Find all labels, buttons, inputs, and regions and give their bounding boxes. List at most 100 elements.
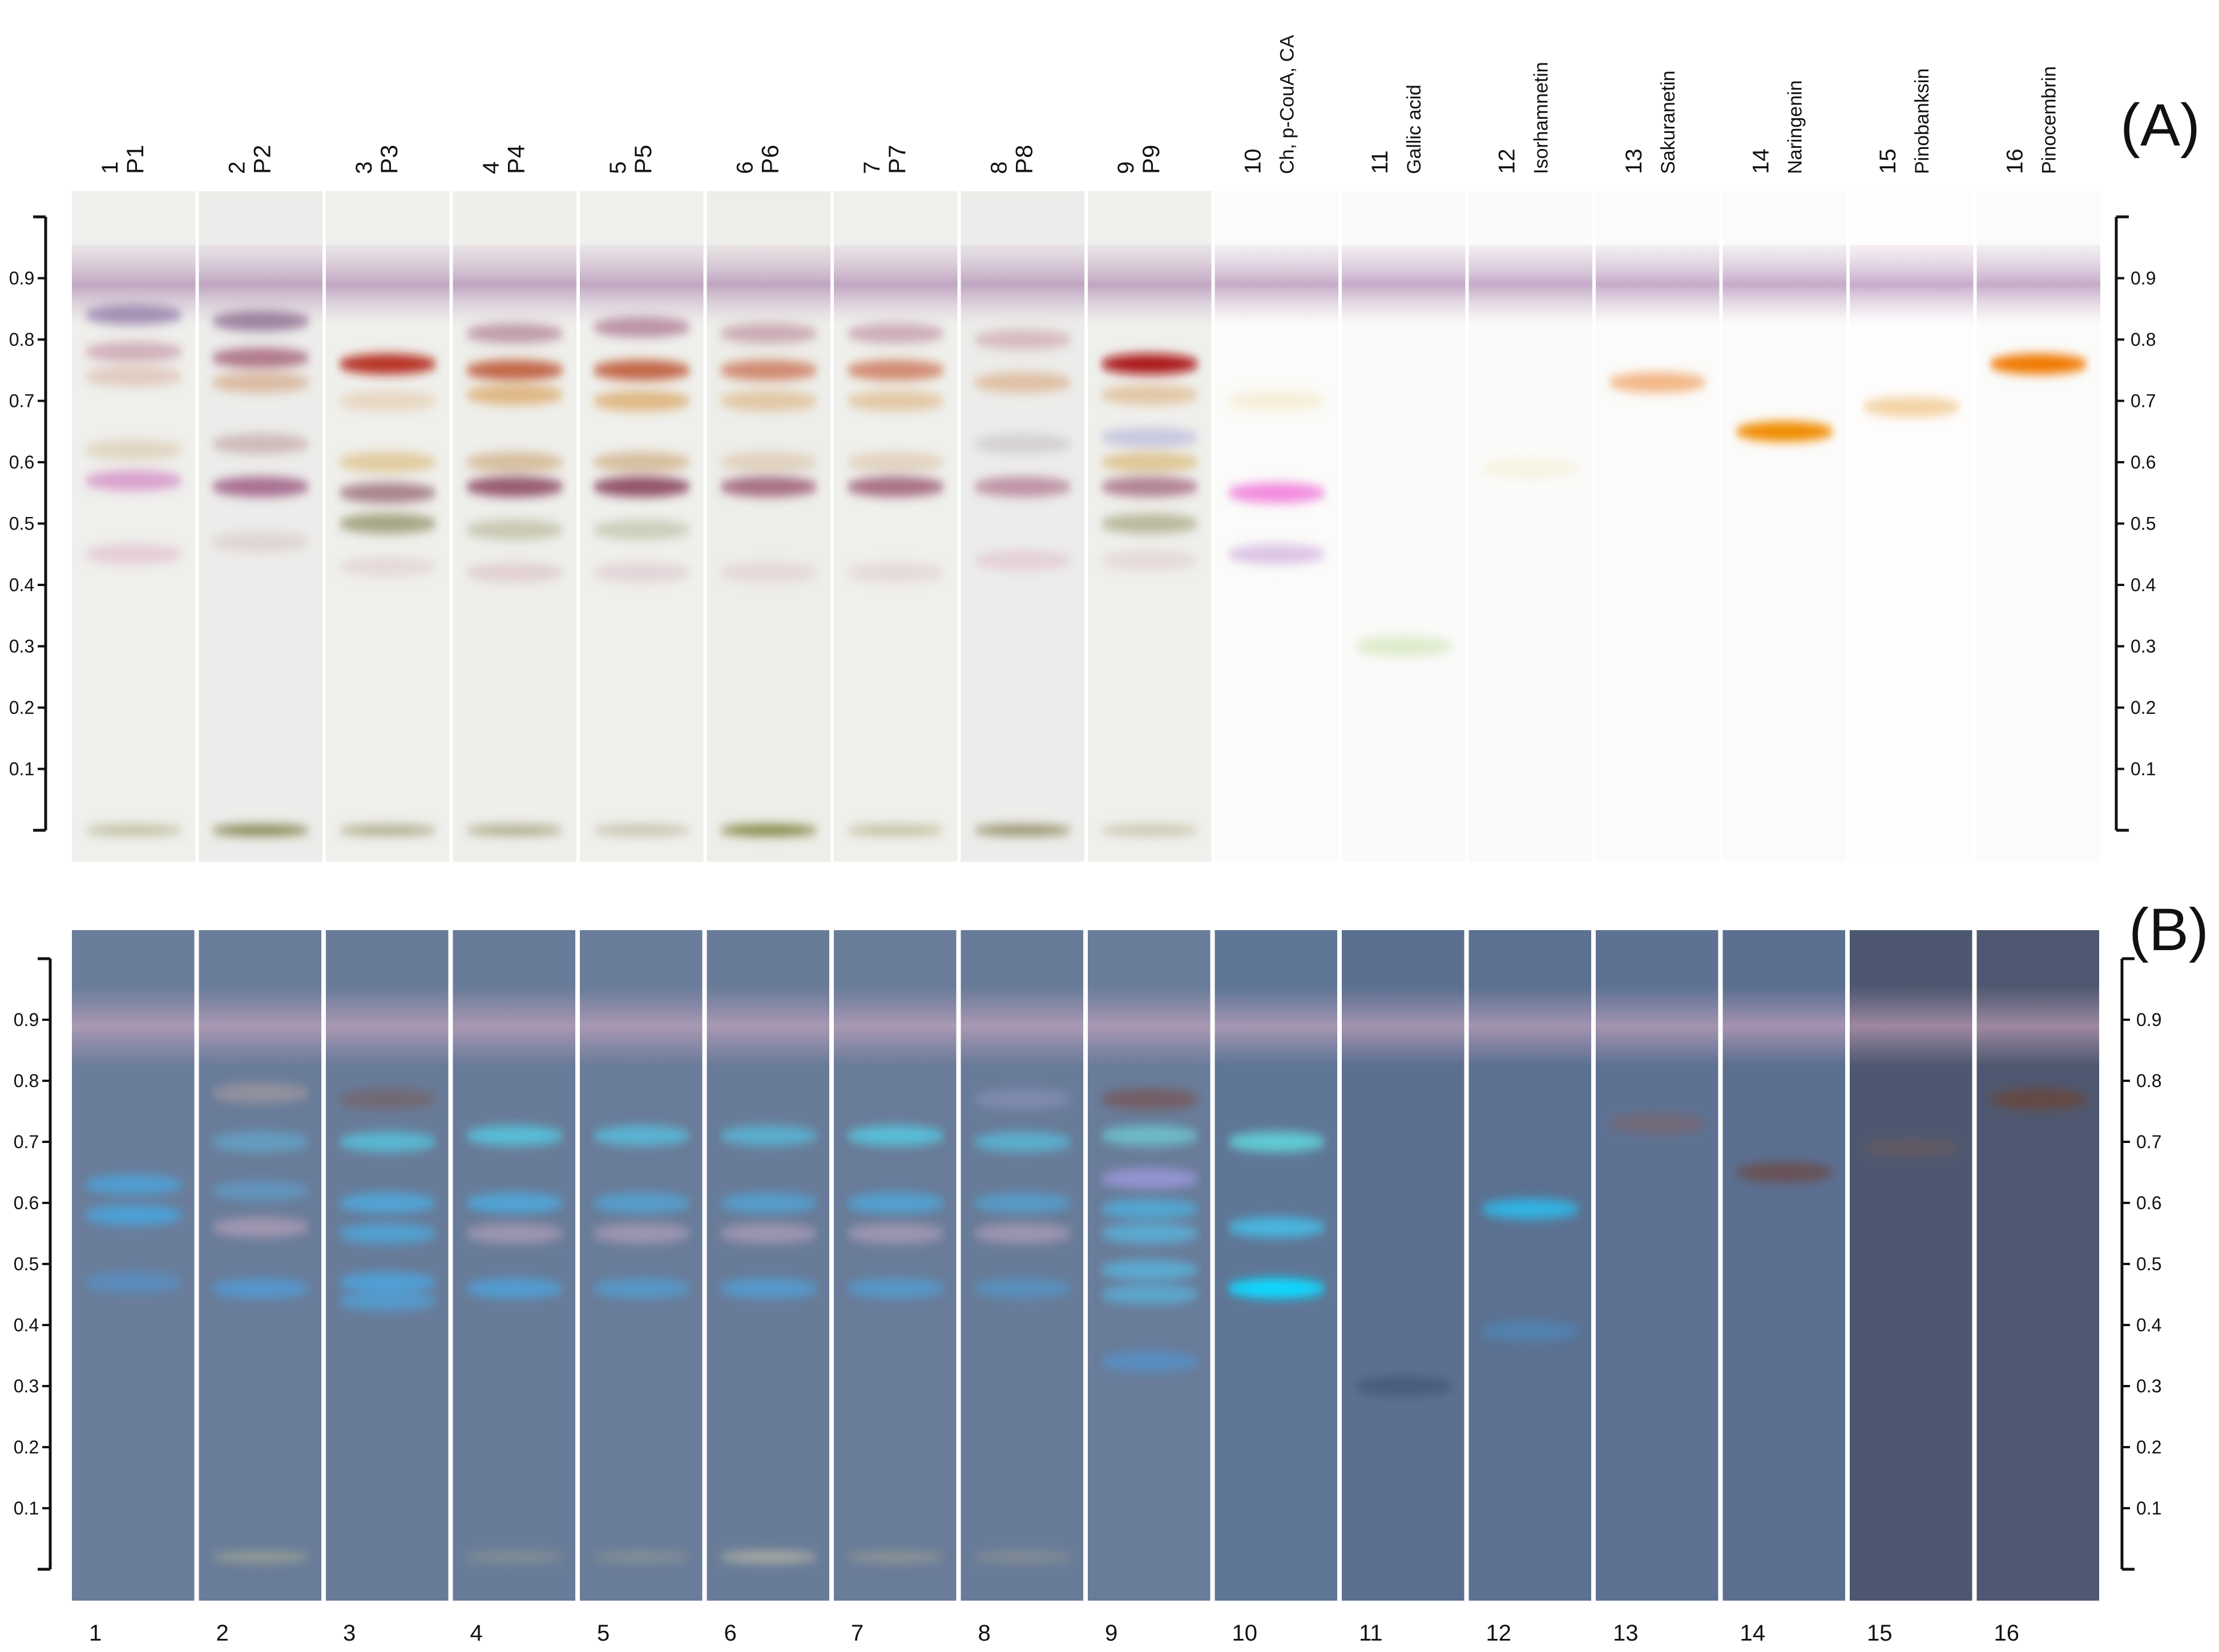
band-rf-0_34	[1100, 1351, 1199, 1372]
band-rf-0_71	[1100, 1125, 1199, 1146]
band-rf-0_56	[465, 476, 564, 497]
band-rf-0_42	[465, 562, 564, 583]
axis-tick-label: 0.1	[2131, 759, 2156, 779]
band-rf-0_02	[592, 1551, 691, 1563]
band-rf-0_56	[1100, 476, 1199, 497]
axis-tick-label: 0.1	[14, 1498, 39, 1518]
track-sample-label: P6	[757, 145, 784, 174]
solvent-front	[580, 245, 704, 325]
band-rf-0_45	[1100, 1284, 1199, 1305]
track-sample-label: P3	[376, 145, 402, 174]
solvent-front	[199, 986, 321, 1067]
axis-tick-label: 0.1	[9, 759, 34, 779]
band-rf-0_73	[973, 372, 1072, 393]
band-rf-0_42	[719, 562, 818, 583]
band-rf-0_6	[973, 1193, 1072, 1213]
track-number-bottom: 9	[1105, 1621, 1117, 1646]
axis-tick-label: 0.3	[2131, 636, 2156, 657]
axis-tick-label: 0.4	[2136, 1315, 2161, 1335]
track-number-bottom: 2	[216, 1621, 229, 1646]
lane-b-6	[707, 930, 829, 1601]
axis-tick-label: 0.2	[2136, 1437, 2161, 1457]
band-rf-0_65	[1735, 1162, 1834, 1183]
band-rf-0_5	[338, 513, 437, 534]
solvent-front	[580, 986, 703, 1067]
band-rf-0_71	[465, 1125, 564, 1146]
lane-a-10	[1215, 191, 1338, 862]
track-sample-label: P2	[249, 145, 276, 174]
solvent-front	[1342, 245, 1466, 325]
band-rf-0_75	[846, 360, 945, 381]
lane-a-2	[199, 191, 322, 862]
band-rf-0_71	[465, 384, 564, 405]
track-header-10: 10 Ch, p-CouA, CA	[1241, 35, 1298, 174]
track-number: 8	[987, 161, 1012, 174]
track-number: 11	[1367, 150, 1393, 174]
axis-tick-label: 0.8	[2131, 329, 2156, 350]
band-rf-0_55	[592, 1223, 691, 1244]
axis-tick-label: 0.9	[2131, 268, 2156, 289]
lane-a-12	[1468, 191, 1592, 862]
band-rf-0_49	[465, 519, 564, 540]
lane-b-8	[961, 930, 1083, 1601]
track-header-1: 1P1	[98, 145, 148, 174]
band-rf-0_44	[338, 1290, 437, 1311]
band-rf-0_55	[338, 482, 437, 503]
axis-tick-label: 0.8	[9, 329, 34, 350]
solvent-front	[1850, 245, 1974, 325]
band-rf-0_75	[465, 360, 564, 381]
solvent-front	[1850, 986, 1972, 1067]
track-number: 3	[352, 161, 377, 174]
band-rf-0_7	[211, 1132, 310, 1152]
axis-tick-label: 0.2	[14, 1437, 39, 1457]
band-rf-0_65	[1735, 421, 1834, 442]
track-header-7: 7P7	[860, 145, 910, 174]
band-rf-0_47	[338, 1272, 437, 1293]
track-header-6: 6P6	[733, 145, 784, 174]
band-rf-0_82	[592, 317, 691, 338]
axis-tick-label: 0.4	[14, 1315, 39, 1335]
band-rf-0_56	[719, 476, 818, 497]
track-number-bottom: 3	[343, 1621, 356, 1646]
lane-b-4	[453, 930, 575, 1601]
track-header-9: 9P9	[1113, 145, 1164, 174]
band-rf-0_43	[338, 556, 437, 577]
axis-tick-label: 0.9	[14, 1009, 39, 1030]
band-rf-0_6	[719, 1193, 818, 1213]
track-number-bottom: 4	[470, 1621, 483, 1646]
band-rf-0_46	[465, 1278, 564, 1299]
axis-tick-label: 0.6	[2136, 1193, 2161, 1213]
band-rf-0_42	[592, 562, 691, 583]
lane-b-1	[72, 930, 195, 1601]
band-rf-0_55	[973, 1223, 1072, 1244]
band-rf-0	[719, 825, 818, 836]
band-rf-0	[592, 825, 691, 836]
band-rf-0_46	[211, 1278, 310, 1299]
solvent-front	[961, 986, 1083, 1067]
track-sample-label: Pinocembrin	[2039, 66, 2060, 174]
lane-b-14	[1722, 930, 1845, 1601]
band-rf-0_77	[1100, 1089, 1199, 1110]
band-rf-0_56	[592, 476, 691, 497]
band-rf-0_71	[719, 1125, 818, 1146]
band-rf-0_55	[719, 1223, 818, 1244]
band-rf-0_55	[1100, 1223, 1199, 1244]
lane-a-13	[1596, 191, 1720, 862]
axis-tick-label: 0.6	[14, 1193, 39, 1213]
solvent-front	[1722, 245, 1846, 325]
band-rf-0_75	[592, 360, 691, 381]
axis-tick-label: 0.5	[14, 1254, 39, 1274]
track-number-bottom: 11	[1359, 1621, 1383, 1646]
axis-tick-label: 0.5	[2136, 1254, 2161, 1274]
band-rf-0_81	[465, 323, 564, 344]
track-number: 7	[860, 161, 885, 174]
band-rf-0_56	[211, 1217, 310, 1238]
solvent-front	[326, 245, 450, 325]
band-rf-0_75	[719, 360, 818, 381]
track-number-bottom: 1	[89, 1621, 102, 1646]
solvent-front	[1722, 986, 1845, 1067]
track-number: 9	[1113, 161, 1139, 174]
lane-a-8	[961, 191, 1084, 862]
band-rf-0_6	[592, 1193, 691, 1213]
solvent-front	[1342, 986, 1464, 1067]
